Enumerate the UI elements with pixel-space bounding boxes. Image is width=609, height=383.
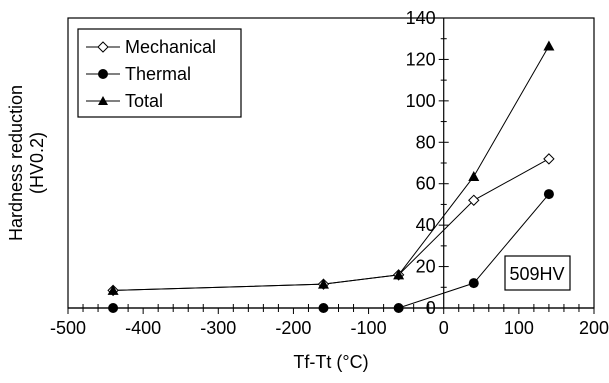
y-tick-label: 40 — [416, 215, 436, 235]
legend: Mechanical Thermal Total — [77, 28, 242, 118]
legend-marker-thermal — [98, 69, 108, 79]
x-axis-title: Tf-Tt (°C) — [293, 352, 368, 372]
x-tick-label: -300 — [200, 318, 236, 338]
legend-label-mechanical: Mechanical — [125, 37, 216, 57]
data-point-total — [317, 278, 329, 289]
y-tick-label: 0 — [426, 298, 436, 318]
y-tick-label: 20 — [416, 257, 436, 277]
y-tick-label: 60 — [416, 174, 436, 194]
annotation-box: 509HV — [504, 255, 571, 291]
x-axis-ticks: -500 -400 -300 -200 -100 0 100 200 — [50, 304, 609, 338]
series-line-thermal — [113, 193, 550, 309]
data-point-thermal — [468, 278, 479, 289]
x-tick-label: -100 — [351, 318, 387, 338]
annotation-frame — [504, 255, 571, 291]
x-tick-label: -200 — [275, 318, 311, 338]
x-tick-label: 100 — [504, 318, 534, 338]
data-point-total — [468, 170, 480, 181]
data-point-thermal — [543, 189, 554, 200]
legend-marker-mechanical — [97, 41, 109, 53]
y-axis-title-line-1: Hardness reduction — [6, 85, 26, 241]
series-line-mechanical — [113, 158, 550, 291]
annotation-label: 509HV — [509, 264, 564, 284]
y-tick-label: 80 — [416, 132, 436, 152]
data-point-total — [393, 269, 405, 280]
data-point-total — [543, 40, 555, 51]
x-tick-label: 0 — [439, 318, 449, 338]
data-point-total — [107, 284, 119, 295]
data-point-thermal — [108, 303, 119, 313]
y-axis-ticks: 0 20 40 60 80 100 120 140 — [406, 8, 449, 318]
legend-label-total: Total — [125, 91, 163, 111]
y-tick-label: 140 — [406, 8, 436, 28]
y-tick-label: 100 — [406, 91, 436, 111]
x-tick-label: -500 — [50, 318, 86, 338]
data-point-mechanical — [468, 194, 480, 206]
y-tick-label: 120 — [406, 49, 436, 69]
legend-label-thermal: Thermal — [125, 64, 191, 84]
x-tick-label: 200 — [579, 318, 609, 338]
y-axis-title-line-2: (HV0.2) — [27, 132, 47, 194]
data-point-thermal — [318, 303, 329, 313]
data-point-mechanical — [543, 153, 555, 165]
series-layer — [107, 40, 555, 313]
data-point-thermal — [393, 303, 404, 313]
x-tick-label: -400 — [125, 318, 161, 338]
legend-marker-total — [98, 96, 108, 105]
